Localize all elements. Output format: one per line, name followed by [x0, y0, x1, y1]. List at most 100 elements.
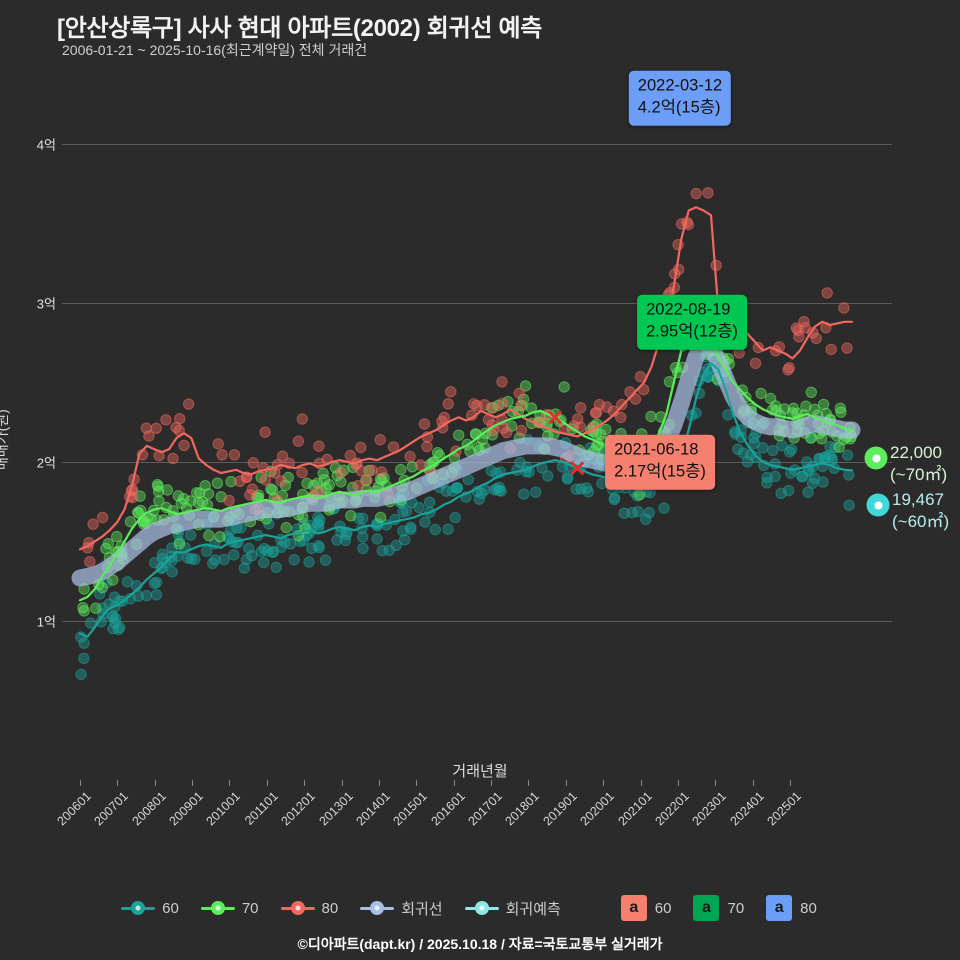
scatter-point — [817, 398, 830, 411]
scatter-point — [132, 507, 145, 519]
scatter-point — [400, 505, 413, 517]
x-tick — [677, 780, 679, 786]
scatter-point — [752, 341, 764, 354]
legend-item-회귀예측[interactable]: 회귀예측 — [464, 898, 561, 919]
x-tick — [117, 780, 119, 786]
scatter-point — [453, 429, 465, 441]
scatter-point — [529, 486, 542, 498]
scatter-point — [335, 476, 347, 488]
scatter-point — [243, 542, 255, 555]
scatter-point — [306, 542, 318, 555]
x-marker — [570, 461, 585, 476]
scatter-point — [355, 441, 367, 454]
scatter-point — [124, 516, 137, 528]
scatter-point — [575, 402, 587, 414]
scatter-point — [793, 331, 805, 343]
scatter-point — [702, 187, 714, 199]
scatter-point — [214, 531, 226, 543]
scatter-point — [153, 495, 165, 507]
legend-badge-label: 80 — [800, 899, 817, 917]
scatter-point — [357, 531, 369, 543]
scatter-point — [519, 380, 532, 392]
legend-item-70[interactable]: 70 — [200, 900, 259, 917]
chart-canvas — [71, 187, 861, 681]
scatter-point — [357, 512, 369, 524]
endpoint-marker[interactable] — [868, 495, 888, 515]
scatter-point — [829, 441, 841, 453]
annotation-tooltip[interactable]: 2021-06-18 2.17억(15층) — [605, 434, 715, 490]
scatter-point — [633, 489, 646, 501]
scatter-point — [431, 447, 444, 459]
scatter-point — [570, 483, 582, 495]
scatter-point — [183, 398, 195, 410]
scatter-point — [438, 411, 450, 424]
scatter-point — [513, 387, 525, 399]
scatter-point — [645, 410, 657, 423]
scatter-point — [501, 426, 513, 439]
legend-badge-60[interactable]: a 60 — [620, 895, 671, 921]
y-axis-title: 매매가(원) — [0, 409, 10, 470]
scatter-point — [318, 474, 331, 486]
scatter-point — [787, 402, 800, 414]
annotation-date: 2021-06-18 — [614, 440, 699, 459]
scatter-point — [194, 487, 206, 499]
annotation-value: 2.95억(12층) — [646, 322, 738, 341]
scatter-point — [600, 423, 612, 436]
scatter-point — [275, 475, 287, 487]
endpoint-marker[interactable] — [866, 448, 886, 468]
scatter-point — [413, 501, 425, 514]
scatter-point — [496, 376, 508, 388]
scatter-point — [843, 499, 855, 511]
scatter-point — [366, 464, 378, 476]
legend-badge-70[interactable]: a 70 — [693, 895, 744, 921]
scatter-point — [161, 484, 174, 496]
scatter-point — [376, 474, 388, 486]
legend-item-회귀선[interactable]: 회귀선 — [360, 898, 443, 919]
scatter-point — [212, 438, 224, 450]
scatter-point — [618, 507, 630, 519]
scatter-point — [270, 561, 282, 573]
x-tick — [266, 780, 268, 786]
scatter-point — [94, 588, 106, 600]
scatter-point — [234, 475, 246, 487]
legend-item-80[interactable]: 80 — [280, 900, 338, 917]
scatter-point — [90, 602, 102, 614]
y-tick-label: 3억 — [36, 296, 56, 312]
legend-badge-glyph: a — [766, 895, 793, 921]
x-tick — [603, 780, 605, 786]
scatter-point — [371, 533, 383, 545]
scatter-point — [835, 406, 847, 418]
annotation-tooltip[interactable]: 2022-08-19 2.95억(12층) — [637, 294, 747, 350]
scatter-point — [78, 652, 90, 664]
scatter-point — [216, 449, 228, 461]
scatter-point — [301, 477, 313, 489]
x-tick — [790, 780, 791, 786]
scatter-point — [802, 486, 814, 498]
x-tick — [154, 780, 156, 786]
scatter-point — [821, 287, 833, 299]
scatter-point — [96, 511, 109, 524]
legend-item-60[interactable]: 60 — [121, 900, 179, 917]
scatter-point — [280, 521, 293, 534]
scatter-point — [488, 484, 501, 496]
scatter-point — [414, 459, 427, 471]
scatter-point — [75, 668, 87, 681]
annotation-date: 2022-03-12 — [637, 76, 723, 95]
scatter-point — [737, 447, 750, 459]
scatter-point — [775, 487, 787, 499]
scatter-point — [496, 397, 509, 410]
annotation-tooltip[interactable]: 2022-03-12 4.2억(15층) — [628, 70, 732, 126]
x-tick — [192, 780, 194, 786]
scatter-point — [335, 466, 347, 479]
scatter-point — [838, 302, 850, 314]
annotation-date: 2022-08-19 — [646, 300, 731, 319]
scatter-point — [77, 602, 89, 614]
annotation-value: 4.2억(15층) — [637, 98, 721, 117]
scatter-point — [442, 398, 454, 410]
legend-badge-80[interactable]: a 80 — [766, 895, 817, 921]
scatter-point — [319, 554, 332, 566]
scatter-point — [640, 513, 652, 526]
scatter-point — [398, 534, 411, 546]
scatter-point — [345, 510, 357, 522]
scatter-point — [395, 463, 407, 476]
